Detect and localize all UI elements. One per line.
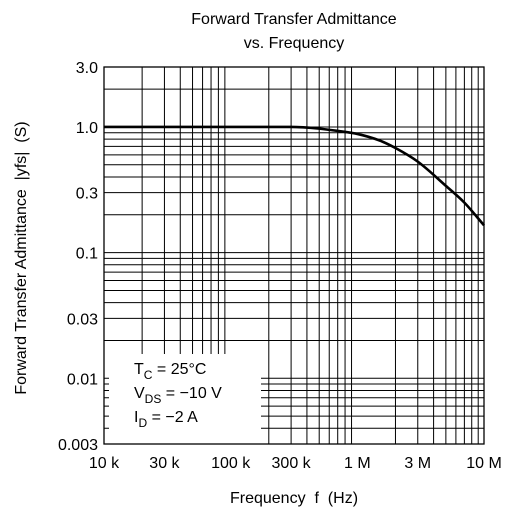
- y-tick-label: 0.03: [67, 311, 98, 328]
- y-axis-label: Forward Transfer Admittance |yfs| (S): [13, 121, 30, 394]
- x-tick-label: 300 k: [272, 455, 312, 472]
- x-tick-labels: 10 k 30 k 100 k 300 k 1 M 3 M 10 M: [89, 455, 502, 472]
- y-tick-label: 0.003: [58, 437, 98, 454]
- x-tick-label: 3 M: [404, 455, 431, 472]
- series-line: [104, 127, 484, 225]
- y-tick-label: 0.1: [76, 246, 98, 263]
- x-tick-label: 100 k: [211, 455, 251, 472]
- y-tick-label: 3.0: [76, 60, 98, 77]
- y-tick-label: 0.01: [67, 371, 98, 388]
- y-tick-label: 1.0: [76, 120, 98, 137]
- x-tick-label: 10 M: [466, 455, 502, 472]
- y-tick-labels: 3.0 1.0 0.3 0.1 0.03 0.01 0.003: [58, 60, 98, 454]
- chart-title-line1: Forward Transfer Admittance: [191, 11, 397, 28]
- x-tick-label: 30 k: [149, 455, 180, 472]
- y-tick-label: 0.3: [76, 186, 98, 203]
- chart-title-line2: vs. Frequency: [244, 35, 344, 52]
- x-axis-label: Frequency f (Hz): [230, 490, 358, 507]
- x-tick-label: 10 k: [89, 455, 120, 472]
- x-tick-label: 1 M: [344, 455, 371, 472]
